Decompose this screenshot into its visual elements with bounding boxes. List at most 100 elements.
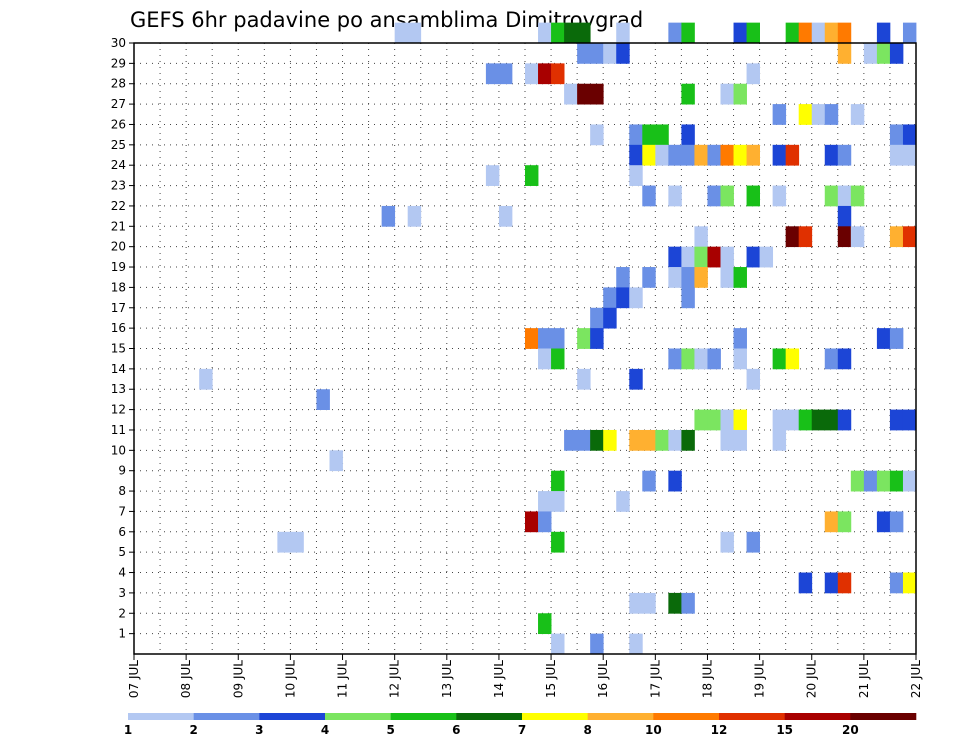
x-tick-label: 19 JUL <box>753 660 767 698</box>
precip-cell <box>577 43 591 64</box>
x-tick-label: 12 JUL <box>388 660 402 698</box>
precip-cell <box>577 429 591 451</box>
y-tick-label: 17 <box>111 301 126 315</box>
precip-cell <box>824 185 839 207</box>
precip-cell <box>551 531 565 553</box>
precip-cell <box>785 22 800 44</box>
precip-cell <box>590 429 604 451</box>
precip-cell <box>590 43 604 64</box>
precip-cell <box>616 22 630 44</box>
precip-cell <box>772 144 787 166</box>
precip-cell <box>889 144 904 166</box>
precip-cell <box>498 63 513 85</box>
precip-cell <box>694 246 708 268</box>
precip-cell <box>811 409 826 431</box>
precip-cell <box>733 22 747 44</box>
precip-cell <box>798 226 813 248</box>
precip-cell <box>681 83 695 105</box>
y-tick-label: 10 <box>111 443 126 457</box>
colorbar-label: 5 <box>386 723 394 737</box>
precip-cell <box>694 144 708 166</box>
precip-cell <box>590 328 604 349</box>
x-tick-label: 21 JUL <box>857 660 871 698</box>
colorbar-swatch <box>128 713 194 720</box>
precip-cell <box>629 633 643 655</box>
precip-cell <box>785 409 800 431</box>
y-tick-label: 8 <box>118 484 126 498</box>
precip-cell <box>603 287 617 309</box>
precip-cell <box>811 22 826 44</box>
precip-cell <box>824 409 839 431</box>
precip-cell <box>564 22 578 44</box>
x-tick-label: 20 JUL <box>805 660 819 698</box>
precip-cell <box>746 246 760 268</box>
precip-cell <box>746 531 760 553</box>
y-tick-label: 1 <box>118 627 126 641</box>
precip-cell <box>498 205 513 227</box>
precip-cell <box>876 22 891 44</box>
precip-cell <box>407 205 422 227</box>
precip-cell <box>551 348 565 370</box>
colorbar-label: 3 <box>255 723 263 737</box>
precip-cell <box>616 267 630 288</box>
precip-cell <box>876 43 891 64</box>
precip-cell <box>902 22 917 44</box>
precip-cell <box>603 43 617 64</box>
precip-cell <box>746 144 760 166</box>
precip-cell <box>642 470 656 492</box>
y-tick-label: 16 <box>111 321 126 335</box>
precip-cell <box>668 246 682 268</box>
precip-cell <box>681 22 695 44</box>
precip-cell <box>798 572 813 594</box>
precip-cell <box>720 246 734 268</box>
precip-cell <box>668 592 682 614</box>
precip-cell <box>902 144 917 166</box>
precip-cell <box>889 572 904 594</box>
colorbar-label: 7 <box>518 723 526 737</box>
precip-cell <box>733 267 747 288</box>
precip-cell <box>551 633 565 655</box>
precip-cell <box>668 470 682 492</box>
precip-cell <box>290 531 304 553</box>
y-tick-label: 4 <box>118 566 126 580</box>
colorbar-swatch <box>259 713 326 720</box>
precip-cell <box>889 124 904 146</box>
precip-cell <box>720 144 734 166</box>
precip-cell <box>837 511 852 533</box>
precip-cell <box>889 511 904 533</box>
colorbar-swatch <box>850 713 917 720</box>
precip-cell <box>603 307 617 329</box>
precip-cell <box>824 22 839 44</box>
precip-cell <box>668 267 682 288</box>
precip-cell <box>655 124 669 146</box>
precip-cell <box>759 246 774 268</box>
precip-cell <box>199 368 213 390</box>
precip-cell <box>564 429 578 451</box>
data-cells <box>199 22 917 655</box>
precip-cell <box>824 511 839 533</box>
precip-cell <box>394 22 409 44</box>
colorbar-swatch <box>522 713 588 720</box>
colorbar-label: 20 <box>842 723 859 737</box>
precip-cell <box>863 43 878 64</box>
precip-cell <box>824 144 839 166</box>
precip-cell <box>681 124 695 146</box>
precip-cell <box>889 226 904 248</box>
precip-cell <box>577 368 591 390</box>
y-tick-label: 13 <box>111 382 126 396</box>
x-tick-label: 17 JUL <box>648 660 662 698</box>
precip-cell <box>538 348 552 370</box>
precip-cell <box>889 43 904 64</box>
precip-cell <box>642 267 656 288</box>
precip-cell <box>876 328 891 349</box>
precip-cell <box>837 185 852 207</box>
precip-cell <box>837 205 852 227</box>
x-tick-label: 14 JUL <box>492 660 506 698</box>
y-tick-label: 18 <box>111 280 126 294</box>
colorbar-label: 1 <box>124 723 132 737</box>
precip-cell <box>668 22 682 44</box>
y-tick-label: 7 <box>118 504 126 518</box>
precip-cell <box>837 144 852 166</box>
precip-cell <box>616 491 630 512</box>
